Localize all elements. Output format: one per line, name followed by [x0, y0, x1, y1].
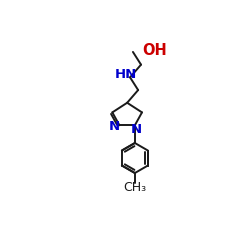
Text: HN: HN [115, 68, 137, 81]
Text: OH: OH [142, 43, 167, 58]
Text: N: N [130, 123, 141, 136]
Text: CH₃: CH₃ [123, 181, 146, 194]
Text: N: N [109, 120, 120, 133]
